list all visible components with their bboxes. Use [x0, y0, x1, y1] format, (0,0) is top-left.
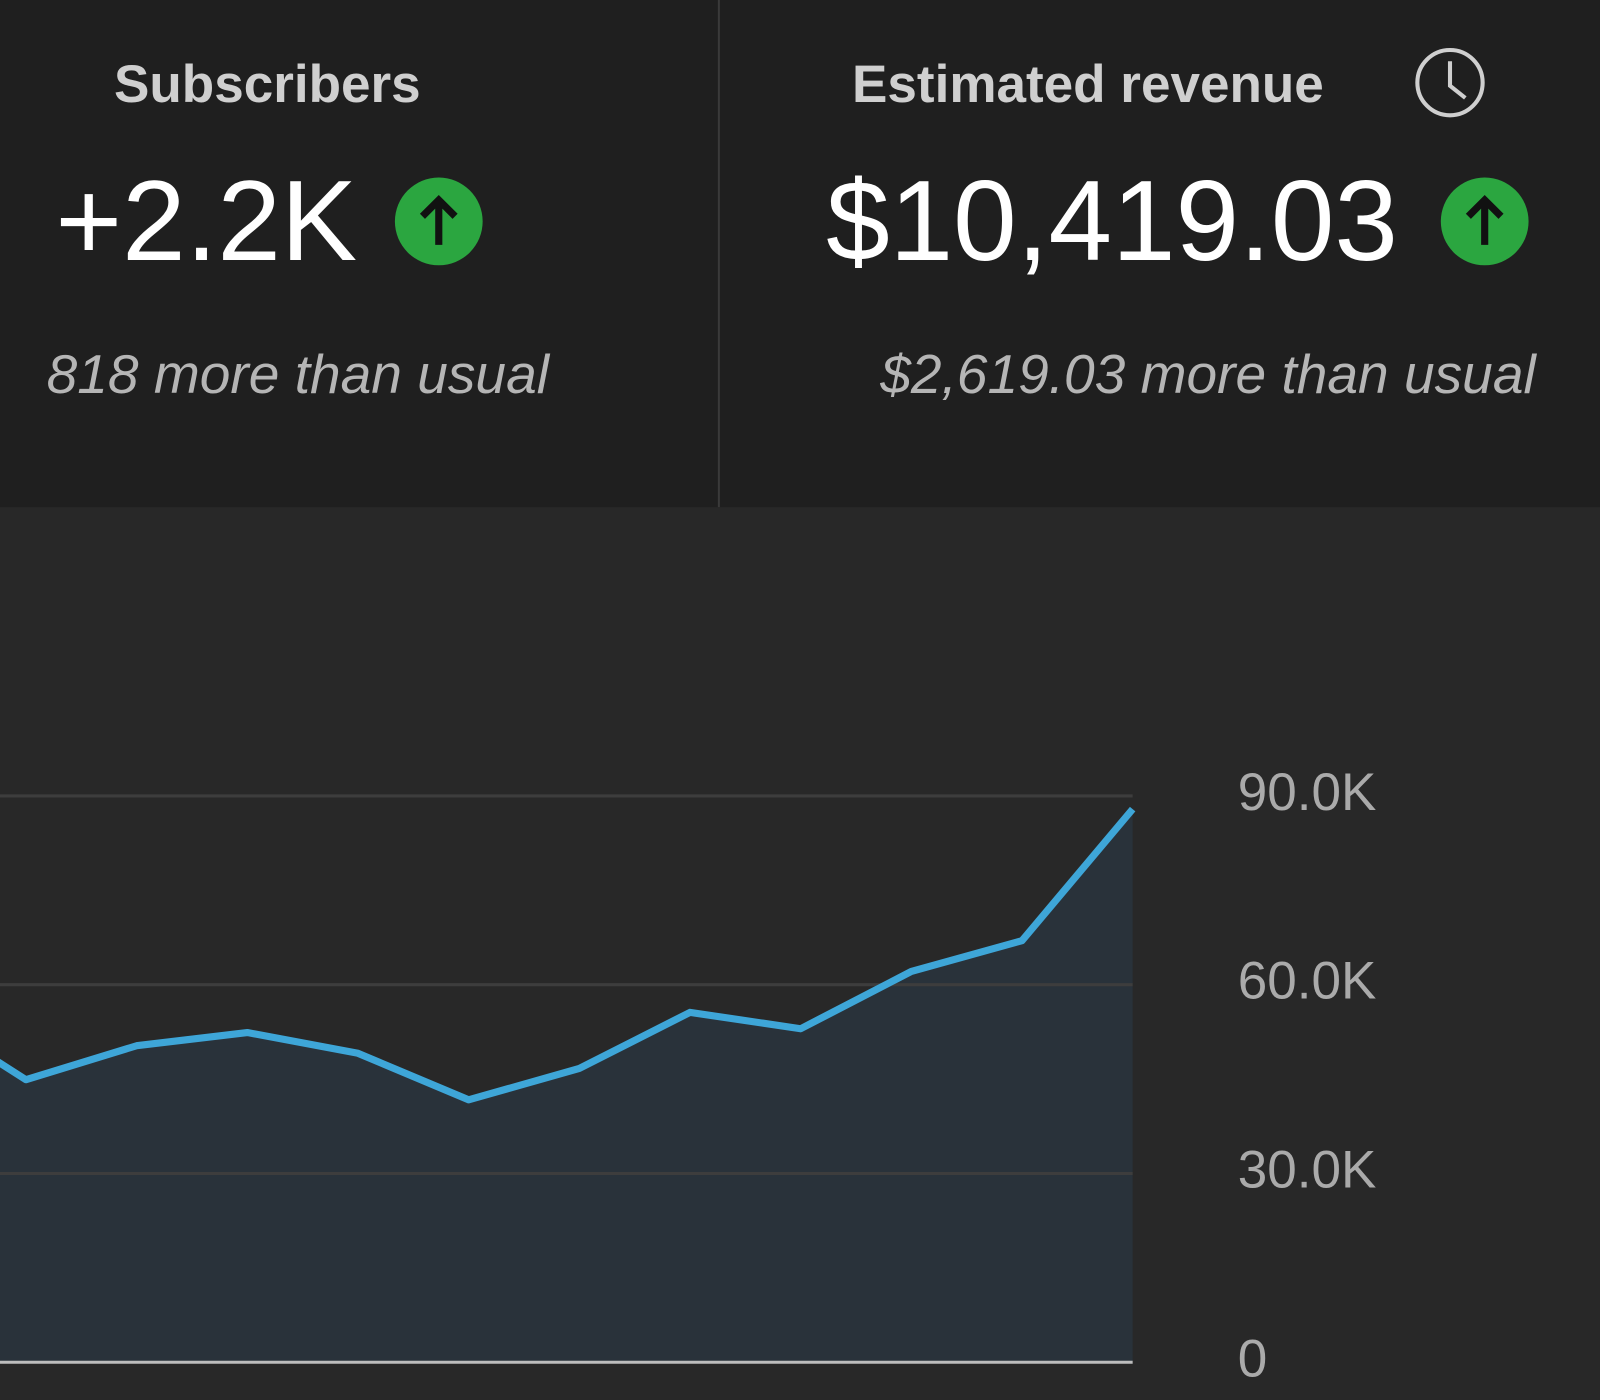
card-title: Estimated revenue [852, 55, 1324, 114]
chart: 0 30.0K 60.0K 90.0K [0, 763, 1376, 1388]
y-tick-label: 0 [1238, 1329, 1268, 1388]
card-value: +2.2K [55, 158, 357, 285]
revenue-card[interactable]: Estimated revenue $10,419.03 $2,619.03 m… [826, 47, 1537, 405]
up-arrow [419, 194, 458, 245]
clock-hands [1447, 61, 1467, 100]
y-tick-label: 90.0K [1238, 763, 1377, 822]
line [0, 806, 1136, 1104]
card-note: $2,619.03 more than usual [879, 343, 1537, 405]
subscribers-card[interactable]: Subscribers +2.2K 818 more than usual [47, 55, 551, 405]
up-arrow [1465, 194, 1504, 245]
clock-icon [1415, 47, 1485, 118]
y-tick-label: 30.0K [1238, 1140, 1377, 1199]
card-title: Subscribers [114, 55, 421, 114]
y-tick-label: 60.0K [1238, 952, 1377, 1011]
card-note: 818 more than usual [47, 343, 551, 405]
area-fill [0, 809, 1133, 1363]
cards-background [0, 0, 1600, 508]
card-value: $10,419.03 [826, 158, 1398, 285]
